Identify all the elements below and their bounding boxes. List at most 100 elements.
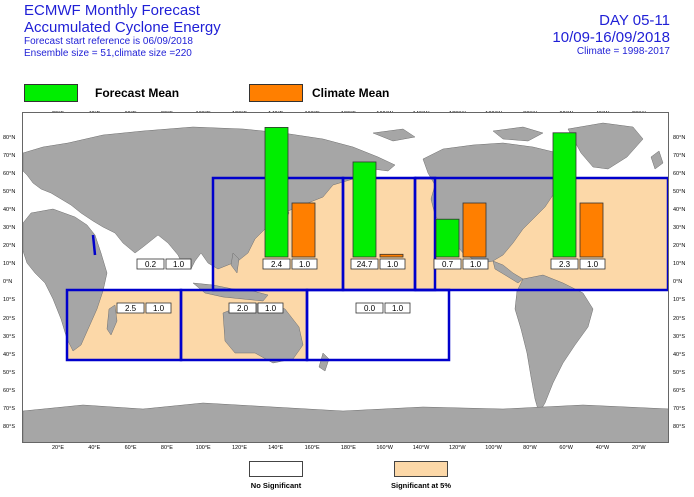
climate-bar xyxy=(379,253,404,258)
latitude-label: 20°N xyxy=(3,243,16,250)
forecast-bar xyxy=(435,218,460,258)
longitude-label: 100°W xyxy=(485,445,502,451)
climate-value-box xyxy=(165,258,192,270)
forecast-value-label: 2.0 xyxy=(237,304,249,313)
latitude-label: 30°S xyxy=(673,333,685,340)
longitude-label: 60°W xyxy=(559,445,573,451)
latitude-label: 10°S xyxy=(3,297,15,304)
forecast-mean-label: Forecast Mean xyxy=(95,86,180,100)
longitude-label: 40°W xyxy=(595,445,610,451)
climate-value-label: 1.0 xyxy=(392,304,404,313)
forecast-value-box xyxy=(350,258,379,270)
longitude-label: 80°W xyxy=(523,445,537,451)
climate-value-box xyxy=(291,258,318,270)
longitude-label: 160°E xyxy=(304,445,320,451)
latitude-label: 50°S xyxy=(3,369,15,376)
latitude-label: 50°N xyxy=(3,189,16,196)
basin-borders xyxy=(65,176,668,362)
forecast-value-box xyxy=(355,302,384,314)
climate-value-label: 1.0 xyxy=(173,260,185,269)
forecast-value-label: 2.3 xyxy=(559,260,571,269)
latitude-label: 0°N xyxy=(3,279,13,286)
forecast-mean-swatch xyxy=(24,84,78,102)
forecast-bar xyxy=(264,126,289,258)
forecast-value-box xyxy=(228,302,257,314)
land-uk xyxy=(650,150,664,170)
longitude-label: 180°E xyxy=(340,445,356,451)
latitude-label: 30°S xyxy=(3,333,15,340)
latitude-label: 80°N xyxy=(673,135,686,141)
latitude-label: 80°S xyxy=(3,423,15,430)
latitude-label: 10°N xyxy=(673,261,686,268)
date-range: 10/09-16/09/2018 xyxy=(552,29,670,46)
border-south-pacific xyxy=(305,288,451,362)
land-new-zealand xyxy=(318,352,330,372)
latitude-label: 40°S xyxy=(673,351,685,358)
land-central-america xyxy=(492,260,524,284)
title-line-2: Accumulated Cyclone Energy xyxy=(24,19,221,36)
land-africa xyxy=(23,208,108,352)
land-philippines xyxy=(230,252,240,274)
climate-value-label: 1.0 xyxy=(470,260,482,269)
forecast-value-label: 2.4 xyxy=(271,260,283,269)
forecast-value-box xyxy=(550,258,579,270)
significant-label: Significant at 5% xyxy=(390,481,452,490)
significant-swatch xyxy=(394,461,448,477)
climate-value-label: 1.0 xyxy=(299,260,311,269)
forecast-bar xyxy=(352,161,377,258)
land-arctic-islands xyxy=(372,126,544,142)
forecast-start-info: Forecast start reference is 06/09/2018 xyxy=(24,36,193,47)
no-significant-swatch xyxy=(249,461,303,477)
top-legend: Forecast Mean Climate Mean xyxy=(24,84,424,102)
latitude-label: 30°N xyxy=(3,225,16,232)
land-south-america xyxy=(514,274,594,414)
latitude-label: 0°N xyxy=(673,279,683,286)
header-right: DAY 05-11 10/09-16/09/2018 Climate = 199… xyxy=(552,12,670,58)
latitude-label: 40°N xyxy=(673,207,686,214)
climate-mean-label: Climate Mean xyxy=(312,86,390,100)
forecast-value-box xyxy=(116,302,145,314)
climate-period: Climate = 1998-2017 xyxy=(576,46,670,57)
latitude-label: 70°S xyxy=(673,405,685,412)
latitude-label: 20°N xyxy=(673,243,686,250)
climate-value-label: 1.0 xyxy=(587,260,599,269)
title-line-1: ECMWF Monthly Forecast xyxy=(24,2,200,19)
forecast-value-box xyxy=(136,258,165,270)
climate-value-box xyxy=(384,302,411,314)
ensemble-size-info: Ensemble size = 51,climate size =220 xyxy=(24,48,192,59)
climate-value-label: 1.0 xyxy=(265,304,277,313)
border-north-atlantic xyxy=(413,176,668,292)
forecast-value-label: 0.0 xyxy=(364,304,376,313)
latitude-label: 80°N xyxy=(3,135,16,141)
longitude-label: 20°E xyxy=(52,445,64,451)
latitude-label: 60°N xyxy=(3,171,16,178)
land-greenland xyxy=(567,122,644,170)
latitude-label: 60°N xyxy=(673,171,686,178)
forecast-value-label: 0.2 xyxy=(145,260,157,269)
longitude-label: 160°W xyxy=(376,445,393,451)
climate-value-box xyxy=(379,258,406,270)
latitude-label: 40°S xyxy=(3,351,15,358)
land-north-america xyxy=(422,142,574,264)
longitude-label: 140°E xyxy=(268,445,284,451)
longitude-label: 40°E xyxy=(88,445,101,451)
ace-bars xyxy=(264,126,604,258)
latitude-label: 70°N xyxy=(3,153,16,160)
latitude-label: 70°N xyxy=(673,153,686,160)
climate-bar xyxy=(579,202,604,258)
climate-value-box xyxy=(462,258,489,270)
longitude-label: 100°E xyxy=(195,445,211,451)
latitude-label: 10°N xyxy=(3,261,16,268)
latitude-label: 50°N xyxy=(673,189,686,196)
longitude-label: 140°W xyxy=(412,445,430,451)
land-madagascar xyxy=(106,304,118,336)
land-antarctica xyxy=(23,402,668,442)
ace-value-labels: 0.2 1.0 2.4 1.0 24.7 1.0 0.7 1.0 2.3 1.0 2.5 1.0 2.0… xyxy=(116,258,606,314)
longitude-label: 120°W xyxy=(449,445,466,451)
climate-value-box xyxy=(579,258,606,270)
longitude-label: 80°E xyxy=(160,445,173,451)
forecast-value-label: 24.7 xyxy=(357,260,373,269)
latitude-label: 20°S xyxy=(673,315,685,322)
climate-mean-swatch xyxy=(249,84,303,102)
climate-bar xyxy=(291,202,316,258)
